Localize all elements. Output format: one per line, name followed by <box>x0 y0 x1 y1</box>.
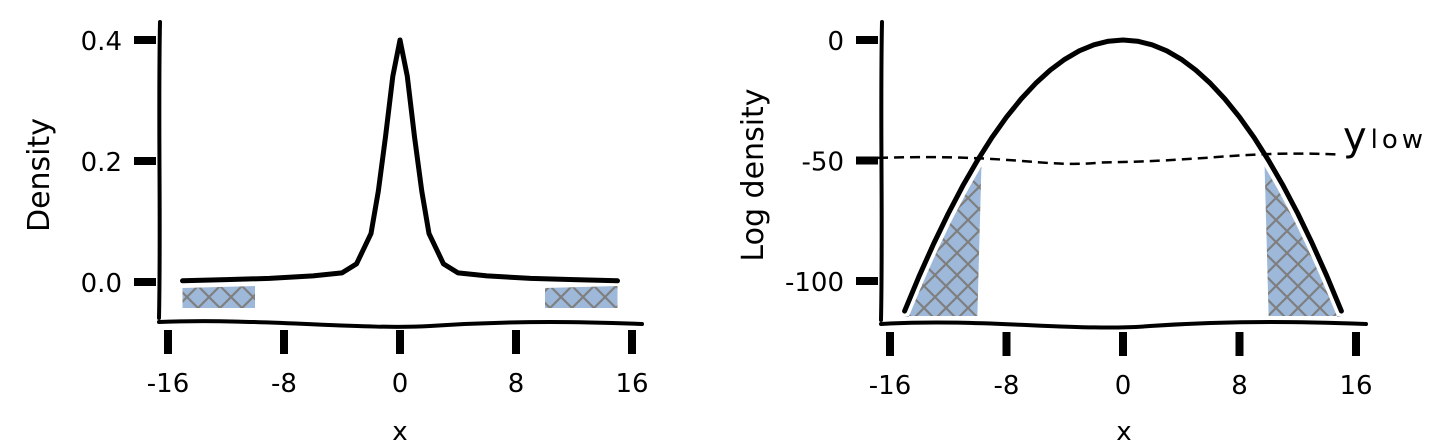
y-tick-label: 0.0 <box>81 269 122 299</box>
log-density-curve <box>902 37 1344 314</box>
x-tick-label: -16 <box>147 369 189 399</box>
y-axis-line <box>157 20 162 320</box>
shaded-tail-region <box>182 286 255 308</box>
x-tick-label: 8 <box>1231 371 1248 401</box>
x-axis-label: x <box>392 417 407 446</box>
x-tick-label: -16 <box>869 371 911 401</box>
y-axis-label: Log density <box>736 88 771 261</box>
x-axis-line <box>157 319 644 329</box>
x-tick-label: 0 <box>1115 371 1132 401</box>
x-tick-label: 16 <box>615 369 648 399</box>
y-tick-label: 0.2 <box>81 148 122 178</box>
x-axis-label: x <box>1116 417 1131 446</box>
log-density-chart: 0 -50 -100 -16 -8 0 8 16 y low Log density x <box>736 20 1427 446</box>
y-axis-line <box>879 20 884 322</box>
threshold-label-subscript: low <box>1371 125 1427 155</box>
threshold-label: y low <box>1343 114 1427 160</box>
y-axis-label: Density <box>22 118 57 232</box>
x-tick-label: 8 <box>508 369 525 399</box>
density-chart: 0.0 0.2 0.4 -16 -8 0 8 16 Density x <box>22 20 649 446</box>
density-curve <box>180 37 620 284</box>
x-tick-label: 16 <box>1339 371 1372 401</box>
threshold-label-main: y <box>1343 114 1367 160</box>
shaded-tail-region <box>545 286 618 308</box>
shaded-tail-region <box>904 166 982 318</box>
x-tick-label: -8 <box>994 371 1020 401</box>
y-tick-label: -100 <box>785 268 844 298</box>
x-tick-label: 0 <box>392 369 409 399</box>
x-tick-label: -8 <box>271 369 297 399</box>
x-axis-line <box>879 320 1368 330</box>
y-tick-label: -50 <box>802 148 844 178</box>
y-tick-label: 0.4 <box>81 27 122 57</box>
shaded-tail-region <box>1264 166 1342 318</box>
y-tick-label: 0 <box>827 27 844 57</box>
